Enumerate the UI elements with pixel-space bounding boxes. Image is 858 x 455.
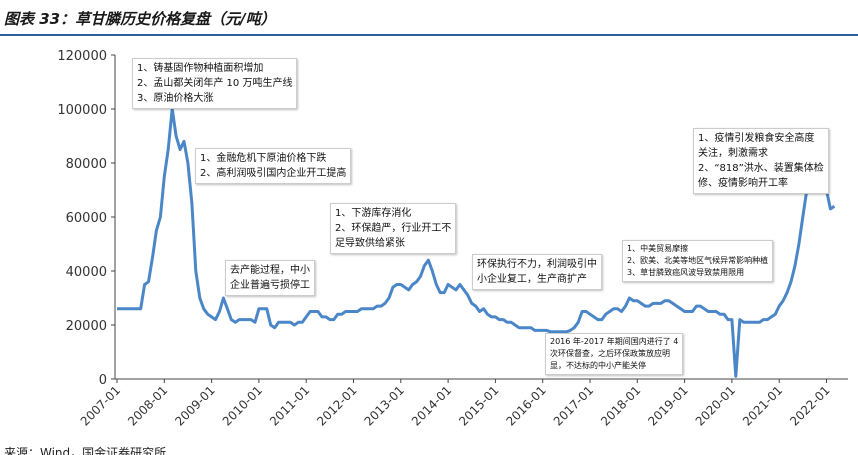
y-tick-label: 0 <box>99 373 107 388</box>
x-tick-label: 2016-01 <box>503 383 548 428</box>
annotation-line: 去产能过程，中小 <box>230 265 310 276</box>
annotation-line: 2、“818”洪水、装置集体检 <box>698 163 824 174</box>
x-tick-label: 2015-01 <box>456 383 501 428</box>
x-tick-label: 2019-01 <box>645 383 690 428</box>
x-tick-label: 2021-01 <box>740 383 785 428</box>
annotation-line: 2、环保趋严，行业开工不 <box>335 223 452 234</box>
x-tick-label: 2017-01 <box>551 383 596 428</box>
title-rule <box>0 34 858 36</box>
annotation: 1、疫情引发粮食安全高度 关注，刺激需求 2、“818”洪水、装置集体检 修、疫情影响… <box>693 128 829 194</box>
y-tick-label: 80000 <box>66 157 107 172</box>
annotation-line: 1、铸基固作物种植面积增加 <box>137 63 264 74</box>
annotation-line: 3、原油价格大涨 <box>137 93 214 104</box>
annotation-line: 环保执行不力，利润吸引中 <box>477 259 597 270</box>
y-tick-label: 20000 <box>66 319 107 334</box>
annotation-line: 2、高利润吸引国内企业开工提高 <box>200 168 347 179</box>
annotation: 去产能过程，中小 企业普遍亏损停工 <box>225 260 315 296</box>
annotation: 1、铸基固作物种植面积增加 2、孟山都关闭年产 10 万吨生产线 3、原油价格大涨 <box>132 58 298 109</box>
annotation-line: 3、草甘膦致癌风波导致禁用限用 <box>627 268 745 277</box>
annotation-line: 1、下游库存消化 <box>335 208 412 219</box>
annotation-line: 2、孟山都关闭年产 10 万吨生产线 <box>137 78 293 89</box>
x-tick-label: 2008-01 <box>125 383 170 428</box>
annotation-line: 足导致供给紧张 <box>335 238 405 249</box>
x-tick-label: 2014-01 <box>409 383 454 428</box>
annotation: 环保执行不力，利润吸引中 小企业复工，生产商扩产 <box>472 254 602 290</box>
annotation: 1、下游库存消化 2、环保趋严，行业开工不 足导致供给紧张 <box>330 203 457 254</box>
x-tick-label: 2010-01 <box>220 383 265 428</box>
x-tick-label: 2009-01 <box>172 383 217 428</box>
annotation-line: 2、欧美、北美等地区气候异常影响种植 <box>627 256 769 265</box>
annotation-line: 2016 年-2017 年期间国内进行了 4 <box>550 337 679 346</box>
y-tick-label: 40000 <box>66 265 107 280</box>
annotation-line: 小企业复工，生产商扩产 <box>477 274 587 285</box>
annotation-line: 显，不达标的中小产能关停 <box>550 361 646 370</box>
price-line <box>117 107 836 378</box>
annotation-line: 次环保督查，之后环保政策放应明 <box>550 349 670 358</box>
y-tick-label: 60000 <box>66 211 107 226</box>
annotation-line: 企业普遍亏损停工 <box>230 280 310 291</box>
annotation-line: 关注，刺激需求 <box>698 148 768 159</box>
annotation-line: 1、金融危机下原油价格下跌 <box>200 153 327 164</box>
x-tick-label: 2022-01 <box>787 383 832 428</box>
x-tick-label: 2007-01 <box>78 383 123 428</box>
x-tick-label: 2018-01 <box>598 383 643 428</box>
x-tick-label: 2020-01 <box>693 383 738 428</box>
x-tick-label: 2013-01 <box>362 383 407 428</box>
annotation: 2016 年-2017 年期间国内进行了 4 次环保督查，之后环保政策放应明 显，不… <box>545 333 684 375</box>
annotation: 1、金融危机下原油价格下跌 2、高利润吸引国内企业开工提高 <box>195 148 352 184</box>
annotation: 1、中美贸易摩擦 2、欧美、北美等地区气候异常影响种植 3、草甘膦致癌风波导致禁用限… <box>622 240 774 282</box>
source: 来源：Wind，国金证券研究所 <box>4 446 167 455</box>
annotation-line: 修、疫情影响开工率 <box>698 178 788 189</box>
x-tick-label: 2012-01 <box>314 383 359 428</box>
chart-title: 图表 33：草甘膦历史价格复盘（元/吨） <box>4 10 276 28</box>
x-tick-label: 2011-01 <box>267 383 312 428</box>
annotation-line: 1、中美贸易摩擦 <box>627 244 689 253</box>
y-tick-label: 100000 <box>57 103 107 118</box>
y-tick-label: 120000 <box>57 49 107 64</box>
annotation-line: 1、疫情引发粮食安全高度 <box>698 133 815 144</box>
